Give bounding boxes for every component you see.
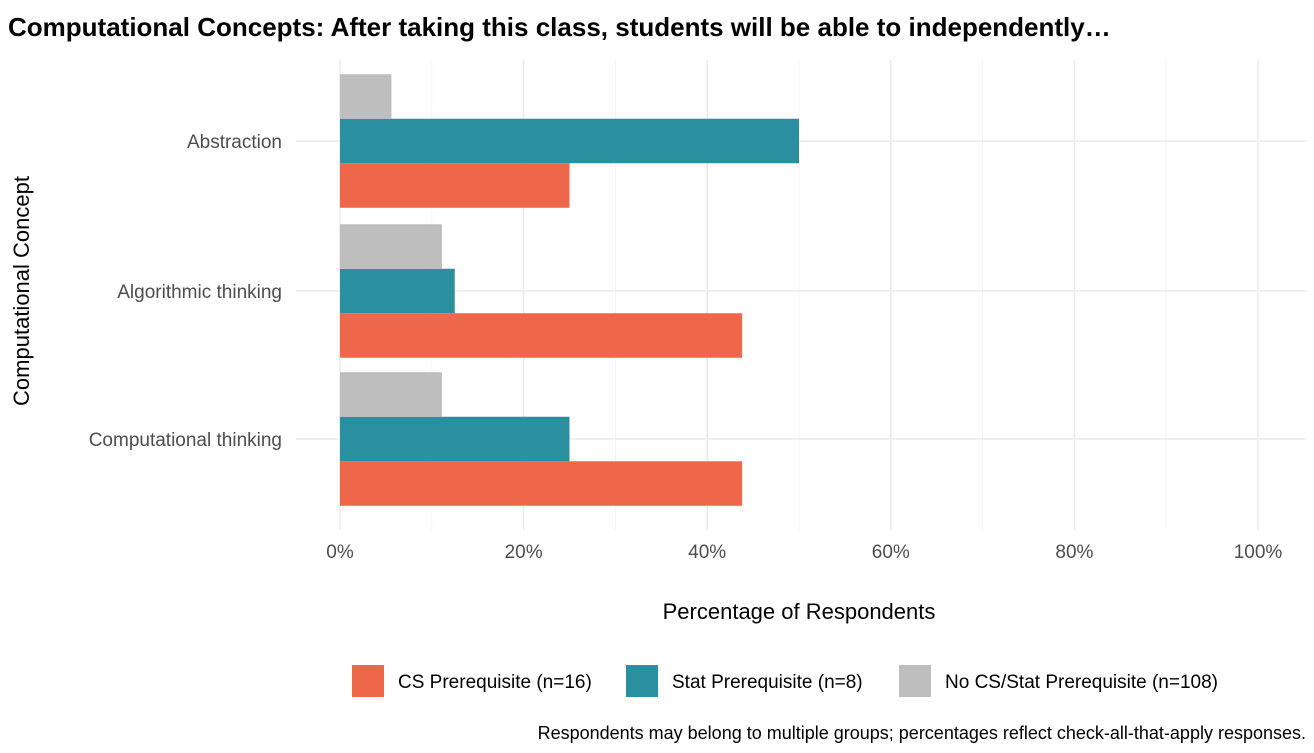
legend-label-1: CS Prerequisite (n=16) bbox=[398, 672, 592, 693]
y-tick-label: Computational thinking bbox=[89, 430, 282, 451]
bar-algorithmic-thinking-series-1 bbox=[340, 313, 743, 358]
x-tick-label: 80% bbox=[1055, 542, 1093, 563]
x-tick-label: 40% bbox=[688, 542, 726, 563]
legend-swatch-2 bbox=[626, 665, 658, 697]
x-axis-tick-labels: 0% 20% 40% 60% 80% 100% bbox=[326, 542, 1282, 563]
x-tick-label: 20% bbox=[505, 542, 543, 563]
bar-abstraction-series-2 bbox=[340, 118, 799, 164]
bar-computational-thinking-series-1 bbox=[340, 461, 743, 506]
bar-abstraction-series-1 bbox=[340, 163, 570, 208]
y-axis-title: Computational Concept bbox=[9, 176, 34, 406]
x-tick-label: 60% bbox=[872, 542, 910, 563]
legend-swatch-1 bbox=[352, 665, 384, 697]
chart-title: Computational Concepts: After taking thi… bbox=[8, 12, 1111, 42]
bar-computational-thinking-series-2 bbox=[340, 416, 570, 462]
bars bbox=[340, 74, 799, 506]
x-tick-label: 100% bbox=[1234, 542, 1283, 563]
legend-label-3: No CS/Stat Prerequisite (n=108) bbox=[945, 672, 1218, 693]
bar-computational-thinking-series-3 bbox=[340, 372, 442, 417]
legend-swatch-3 bbox=[899, 665, 931, 697]
legend-label-2: Stat Prerequisite (n=8) bbox=[672, 672, 863, 693]
bar-abstraction-series-3 bbox=[340, 74, 392, 119]
y-tick-label: Algorithmic thinking bbox=[117, 282, 282, 303]
x-tick-label: 0% bbox=[326, 542, 354, 563]
bar-algorithmic-thinking-series-2 bbox=[340, 268, 455, 314]
y-tick-label: Abstraction bbox=[187, 132, 282, 153]
legend: CS Prerequisite (n=16) Stat Prerequisite … bbox=[352, 665, 1218, 697]
y-axis-tick-labels: Abstraction Algorithmic thinking Computati… bbox=[89, 132, 282, 451]
x-axis-title: Percentage of Respondents bbox=[663, 599, 936, 624]
bar-algorithmic-thinking-series-3 bbox=[340, 224, 442, 269]
chart-caption: Respondents may belong to multiple group… bbox=[538, 723, 1306, 743]
